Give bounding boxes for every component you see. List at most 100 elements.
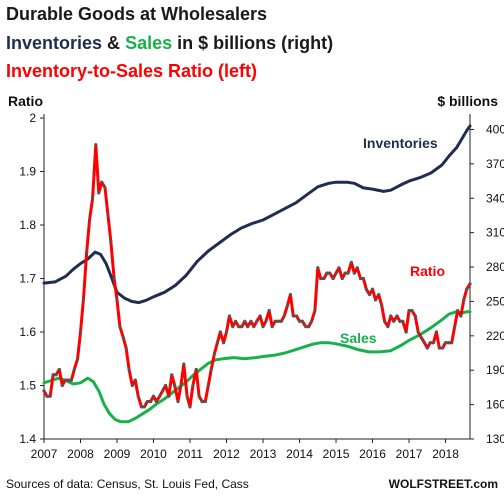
ratio-data-point — [136, 394, 140, 398]
ratio-data-point — [197, 394, 201, 398]
ratio-data-point — [331, 276, 335, 281]
right-tick-label: 160 — [486, 398, 504, 412]
ratio-data-point — [389, 314, 393, 318]
ratio-data-point — [361, 276, 366, 281]
right-tick-label: 310 — [486, 226, 504, 240]
ratio-data-point — [434, 330, 439, 334]
ratio-data-point — [221, 341, 226, 345]
ratio-data-point — [246, 325, 250, 329]
x-tick-label: 2014 — [286, 447, 313, 461]
ratio-data-point — [300, 319, 305, 323]
ratio-data-point — [158, 394, 162, 398]
ratio-data-point — [307, 325, 311, 329]
ratio-data-point — [443, 341, 448, 345]
ratio-data-point — [121, 335, 125, 339]
right-tick-label: 250 — [486, 294, 504, 308]
ratio-data-point — [407, 309, 411, 313]
ratio-data-point — [48, 394, 52, 398]
x-tick-label: 2010 — [140, 447, 167, 461]
ratio-data-point — [163, 383, 168, 388]
ratio-data-point — [288, 292, 293, 297]
ratio-data-point — [419, 335, 423, 339]
ratio-data-point — [139, 405, 144, 409]
ratio-data-point — [85, 250, 89, 254]
ratio-data-point — [51, 373, 55, 377]
ratio-data-point — [151, 394, 156, 398]
left-tick-label: 1.8 — [19, 218, 36, 232]
ratio-data-point — [72, 367, 76, 372]
ratio-data-point — [416, 330, 420, 334]
ratio-data-point — [118, 325, 122, 329]
ratio-data-point — [209, 367, 213, 372]
ratio-data-point — [75, 357, 80, 361]
ratio-data-point — [410, 309, 414, 313]
ratio-data-point — [279, 319, 283, 323]
ratio-data-point — [428, 341, 432, 345]
left-tick-label: 1.5 — [19, 379, 36, 393]
ratio-data-point — [206, 383, 210, 388]
ratio-data-point — [179, 383, 183, 388]
x-tick-label: 2017 — [396, 447, 423, 461]
ratio-data-point — [413, 314, 417, 318]
ratio-data-point — [88, 218, 92, 222]
ratio-data-point — [453, 325, 457, 329]
left-tick-label: 1.9 — [19, 165, 36, 179]
x-tick-label: 2009 — [104, 447, 131, 461]
ratio-data-point — [215, 341, 219, 345]
ratio-data-point — [382, 319, 387, 323]
series-label-ratio: Ratio — [410, 263, 445, 279]
ratio-data-point — [322, 276, 326, 281]
ratio-data-point — [203, 399, 207, 404]
ratio-data-point — [236, 325, 241, 329]
x-tick-label: 2011 — [177, 447, 203, 461]
ratio-data-point — [133, 378, 137, 382]
ratio-data-point — [291, 314, 295, 318]
ratio-data-point — [422, 341, 426, 345]
ratio-data-point — [42, 389, 46, 393]
ratio-data-point — [63, 378, 67, 382]
ratio-data-point — [252, 325, 256, 329]
ratio-data-point — [45, 394, 49, 398]
ratio-data-point — [462, 298, 466, 302]
series-label-inventories: Inventories — [363, 135, 438, 151]
ratio-data-point — [340, 276, 344, 281]
ratio-data-point — [377, 292, 381, 297]
ratio-data-point — [200, 399, 204, 404]
ratio-data-point — [145, 399, 149, 404]
ratio-data-point — [148, 399, 153, 404]
x-tick-label: 2008 — [67, 447, 94, 461]
subtitle-inventories: Inventories — [6, 33, 103, 53]
ratio-data-point — [349, 260, 353, 265]
ratio-data-point — [465, 287, 469, 291]
ratio-data-point — [295, 314, 299, 318]
ratio-data-point — [304, 325, 308, 329]
left-tick-label: 1.7 — [19, 272, 36, 286]
x-tick-label: 2013 — [250, 447, 277, 461]
ratio-data-point — [395, 314, 399, 318]
ratio-data-point — [309, 319, 314, 323]
left-tick-label: 1.6 — [19, 325, 36, 339]
ratio-data-point — [273, 319, 277, 323]
ratio-data-point — [258, 314, 262, 318]
ratio-data-point — [346, 271, 350, 275]
ratio-data-point — [173, 383, 177, 388]
ratio-data-point — [227, 314, 232, 318]
ratio-data-point — [425, 346, 429, 350]
chart-title: Durable Goods at Wholesalers — [6, 4, 268, 24]
data-source-note: Sources of data: Census, St. Louis Fed, … — [6, 477, 249, 491]
chart-subtitle-series: Inventories & Sales in $ billions (right… — [6, 33, 333, 54]
ratio-data-point — [240, 325, 244, 329]
ratio-data-point — [66, 378, 71, 382]
ratio-data-point — [325, 271, 329, 275]
right-tick-label: 130 — [486, 432, 504, 446]
ratio-data-point — [373, 298, 378, 302]
x-tick-label: 2016 — [359, 447, 386, 461]
right-tick-label: 190 — [486, 363, 504, 377]
ratio-data-point — [316, 266, 320, 270]
ratio-data-point — [106, 212, 110, 216]
ratio-data-point — [450, 341, 454, 345]
ratio-data-point — [142, 405, 146, 409]
ratio-data-point — [90, 196, 95, 200]
ratio-data-point — [124, 346, 128, 350]
